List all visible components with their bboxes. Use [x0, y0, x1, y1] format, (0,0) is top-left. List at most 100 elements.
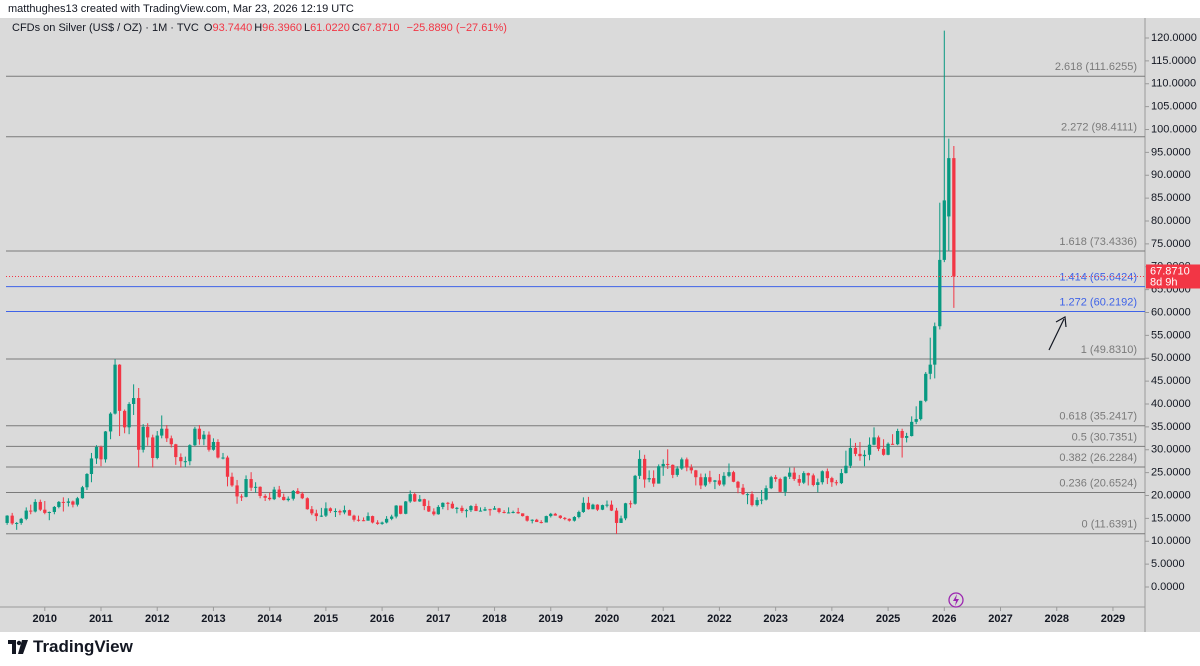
candle-body	[131, 398, 136, 405]
candle-body	[825, 471, 830, 479]
candle-body	[225, 457, 230, 477]
x-tick-label: 2021	[651, 613, 675, 625]
fib-level-label: 1 (49.8310)	[1081, 344, 1137, 356]
candle-body	[474, 506, 478, 512]
candle-body	[61, 501, 65, 503]
fib-level-label: 0 (11.6391)	[1082, 519, 1137, 531]
candle-body	[727, 472, 731, 476]
x-tick-label: 2018	[482, 613, 506, 625]
x-tick-label: 2017	[426, 613, 450, 625]
fib-level-label: 1.618 (73.4336)	[1059, 236, 1137, 248]
x-tick-label: 2026	[932, 613, 956, 625]
candle-body	[637, 458, 642, 476]
candle-body	[858, 453, 862, 457]
y-tick-label: 20.0000	[1151, 489, 1191, 501]
y-tick-label: 60.0000	[1151, 306, 1191, 318]
candle-body	[446, 502, 450, 504]
ohlc-value: 67.8710	[359, 22, 400, 34]
candle-body	[502, 511, 506, 513]
candle-body	[619, 518, 623, 523]
candle-body	[539, 522, 543, 524]
candle-body	[741, 487, 745, 495]
candle-body	[567, 518, 571, 521]
candle-body	[52, 506, 56, 512]
candle-body	[10, 515, 14, 524]
candle-body	[324, 508, 328, 516]
candle-body	[872, 437, 876, 445]
x-tick-label: 2027	[988, 613, 1012, 625]
candle-body	[103, 431, 108, 460]
candle-body	[853, 447, 858, 454]
candle-body	[174, 444, 178, 458]
ohlc-key: H	[254, 22, 263, 34]
ohlc-key: O	[203, 22, 213, 34]
candle-body	[436, 506, 440, 515]
candle-body	[745, 494, 750, 496]
candle-body	[258, 486, 262, 496]
candle-body	[94, 447, 99, 459]
y-tick-label: 55.0000	[1151, 329, 1191, 341]
candle-body	[661, 463, 665, 467]
candle-body	[108, 413, 113, 432]
candle-body	[151, 437, 155, 458]
candle-body	[57, 501, 61, 507]
y-tick-label: 50.0000	[1151, 352, 1191, 364]
candle-body	[239, 496, 244, 498]
candle-body	[623, 503, 628, 519]
legend-header: CFDs on Silver (US$ / OZ) · 1M · TVC O93…	[12, 22, 509, 34]
candle-body	[605, 504, 609, 506]
candle-body	[938, 259, 942, 327]
candle-body	[230, 476, 234, 486]
candle-body	[478, 510, 483, 512]
candle-body	[347, 510, 352, 516]
candle-body	[572, 517, 577, 521]
candle-body	[563, 517, 567, 519]
candle-body	[356, 519, 361, 521]
candle-body	[300, 493, 304, 499]
candle-body	[595, 504, 600, 510]
candle-body	[703, 477, 708, 486]
candle-body	[609, 504, 614, 511]
candle-body	[774, 477, 778, 480]
candle-body	[904, 436, 909, 438]
candle-body	[291, 490, 295, 499]
candle-body	[525, 516, 529, 521]
candle-body	[643, 458, 647, 480]
last-price-badge	[1146, 264, 1200, 289]
candle-body	[558, 515, 562, 518]
candle-body	[333, 511, 338, 513]
candle-body	[338, 511, 342, 513]
candle-body	[268, 497, 272, 500]
candle-body	[483, 509, 487, 511]
candle-body	[914, 419, 918, 422]
candle-body	[788, 472, 792, 477]
x-tick-label: 2014	[257, 613, 282, 625]
candle-body	[783, 476, 787, 492]
candle-body	[839, 473, 844, 484]
candle-body	[516, 511, 520, 514]
candle-body	[675, 468, 679, 475]
y-tick-label: 15.0000	[1151, 512, 1191, 524]
candle-body	[750, 494, 754, 506]
candle-body	[924, 373, 928, 401]
x-tick-label: 2029	[1101, 613, 1125, 625]
fib-level-label: 0.236 (20.6524)	[1059, 477, 1137, 489]
candle-body	[38, 501, 42, 510]
candle-body	[652, 478, 656, 484]
fib-level-label: 0.5 (30.7351)	[1072, 431, 1137, 443]
candle-body	[759, 499, 764, 501]
candle-body	[694, 470, 698, 478]
candle-body	[947, 158, 951, 217]
candle-body	[736, 481, 740, 488]
y-tick-label: 110.0000	[1151, 78, 1196, 90]
candle-body	[85, 474, 89, 488]
candle-body	[216, 441, 220, 458]
y-tick-label: 45.0000	[1151, 375, 1191, 387]
candle-body	[942, 200, 946, 260]
candle-body	[361, 520, 366, 522]
candle-body	[769, 477, 773, 489]
y-tick-label: 75.0000	[1151, 238, 1191, 250]
candle-body	[633, 475, 637, 504]
candle-body	[47, 511, 51, 513]
